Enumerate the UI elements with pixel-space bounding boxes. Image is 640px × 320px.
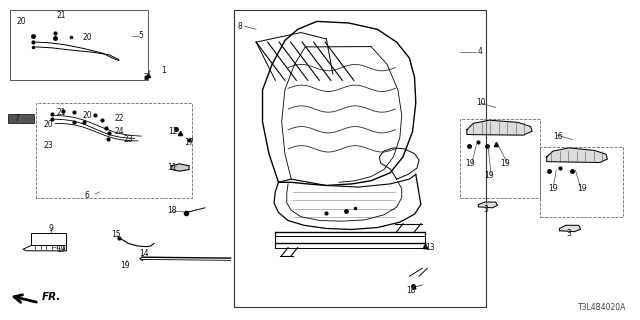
- Text: 24: 24: [114, 127, 124, 136]
- Text: 11: 11: [167, 164, 177, 172]
- Text: 19: 19: [500, 159, 510, 168]
- Polygon shape: [467, 120, 532, 135]
- Text: 23: 23: [124, 135, 133, 144]
- FancyBboxPatch shape: [8, 115, 34, 123]
- Text: 21: 21: [56, 11, 66, 20]
- Text: 5: 5: [139, 31, 143, 40]
- Text: 1: 1: [161, 66, 166, 75]
- Text: 12: 12: [168, 127, 178, 136]
- Text: FR.: FR.: [42, 292, 61, 302]
- Polygon shape: [478, 202, 497, 208]
- Text: 3: 3: [484, 205, 488, 214]
- Text: 2: 2: [144, 73, 148, 82]
- Text: 22: 22: [114, 114, 124, 123]
- Text: 4: 4: [477, 47, 482, 56]
- Text: 3: 3: [566, 229, 572, 238]
- Text: 23: 23: [44, 141, 53, 150]
- Text: 18: 18: [406, 286, 416, 295]
- Polygon shape: [547, 148, 607, 163]
- Text: T3L4B4020A: T3L4B4020A: [578, 303, 627, 312]
- Text: 18: 18: [167, 206, 177, 215]
- Text: 8: 8: [238, 22, 243, 31]
- Text: 13: 13: [425, 243, 435, 252]
- Polygon shape: [172, 164, 189, 171]
- Text: 21: 21: [56, 108, 66, 117]
- Text: 20: 20: [44, 120, 53, 130]
- Text: 20: 20: [82, 33, 92, 42]
- Text: 7: 7: [14, 114, 19, 123]
- Text: 19: 19: [56, 245, 66, 254]
- Text: 10: 10: [476, 98, 486, 107]
- Text: 20: 20: [16, 17, 26, 26]
- Polygon shape: [559, 225, 580, 232]
- Text: 6: 6: [84, 190, 90, 200]
- Text: 20: 20: [82, 111, 92, 120]
- Text: 9: 9: [48, 224, 53, 233]
- Text: 19: 19: [577, 184, 587, 193]
- Text: 17: 17: [184, 138, 194, 147]
- Text: 14: 14: [140, 250, 149, 259]
- Text: 15: 15: [111, 230, 120, 239]
- Text: 19: 19: [484, 172, 494, 180]
- Text: 19: 19: [465, 159, 475, 168]
- Text: 19: 19: [120, 261, 130, 270]
- Text: 16: 16: [553, 132, 563, 140]
- Text: 19: 19: [548, 184, 558, 193]
